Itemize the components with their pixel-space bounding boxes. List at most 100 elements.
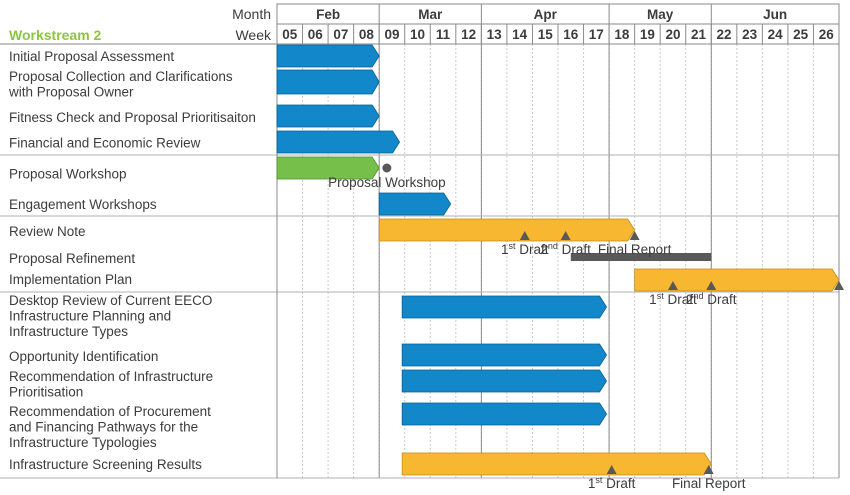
task-label-line: Engagement Workshops (9, 197, 157, 212)
task-label-line: Implementation Plan (9, 272, 132, 287)
month-label: Apr (534, 7, 558, 22)
milestone-label: Final Report (598, 242, 672, 257)
week-label: 14 (512, 27, 528, 42)
milestone-label: Final Report (672, 476, 746, 491)
workstream-title: Workstream 2 (9, 27, 102, 43)
week-label: 24 (768, 27, 784, 42)
week-label: 20 (665, 27, 680, 42)
week-label: 16 (563, 27, 579, 42)
week-label: 12 (461, 27, 476, 42)
milestone-label-sup: st (595, 475, 603, 485)
task-bar (276, 44, 380, 68)
week-label: 22 (717, 27, 732, 42)
task-label-line: Opportunity Identification (9, 349, 158, 364)
week-label: 17 (589, 27, 604, 42)
week-label: 07 (333, 27, 348, 42)
task-bar (378, 218, 636, 242)
task-bar (276, 104, 380, 128)
milestone-label-sup: nd (694, 291, 704, 301)
task-label: Financial and Economic Review (9, 136, 201, 151)
milestone-triangle (519, 231, 530, 240)
chart-header: Month Week Workstream 2 (9, 6, 272, 43)
task-bar (401, 343, 608, 367)
task-label: Review Note (9, 224, 86, 239)
task-label-line: Review Note (9, 224, 86, 239)
task-bar (570, 253, 712, 261)
week-label: 26 (819, 27, 835, 42)
task-label-line: Recommendation of Procurement (9, 404, 211, 419)
task-bar (401, 452, 712, 476)
milestone-label-main: 1 (649, 292, 657, 307)
milestone-label: Proposal Workshop (328, 175, 446, 190)
milestone-label: 1st Draft (501, 241, 549, 257)
milestone-label-main: 2 (686, 292, 694, 307)
task-label-line: Proposal Refinement (9, 251, 135, 266)
task-label: Fitness Check and Proposal Prioritisaito… (9, 110, 256, 125)
milestone-label-main: Final Report (672, 476, 746, 491)
milestone-triangle (606, 465, 617, 474)
task-bar (276, 156, 380, 180)
week-label: 11 (436, 27, 451, 42)
month-header-box (276, 3, 840, 25)
task-label-line: with Proposal Owner (8, 85, 134, 100)
week-label: 21 (691, 27, 707, 42)
milestone-label-main: 1 (501, 242, 509, 257)
task-bar (378, 192, 452, 216)
task-label: Proposal Workshop (9, 167, 127, 182)
month-label: May (647, 7, 674, 22)
task-bar (401, 369, 608, 393)
milestone-label-suffix: Draft (516, 242, 549, 257)
milestone-label-main: 2 (540, 242, 548, 257)
milestone-triangle (703, 465, 714, 474)
week-label: 18 (614, 27, 630, 42)
milestone-label-suffix: Draft (704, 292, 737, 307)
task-label: Proposal Collection and Clarifications wi… (8, 69, 233, 100)
task-label-line: Prioritisation (9, 385, 83, 400)
milestone-label: 1st Draft (588, 475, 636, 491)
milestone-label-sup: st (657, 291, 665, 301)
task-label: Infrastructure Screening Results (9, 457, 202, 472)
month-label: Jun (763, 7, 787, 22)
week-label: 25 (793, 27, 809, 42)
week-label: 08 (359, 27, 375, 42)
week-label: 13 (487, 27, 503, 42)
task-label: Proposal Refinement (9, 251, 135, 266)
task-label-line: Proposal Workshop (9, 167, 127, 182)
week-label: 09 (384, 27, 399, 42)
task-label: Recommendation of Infrastructure Prioriti… (9, 369, 213, 400)
task-label-line: Infrastructure Screening Results (9, 457, 202, 472)
task-bar (401, 402, 608, 426)
milestone-label: 2nd Draft (686, 291, 737, 307)
task-label-line: Infrastructure Types (9, 324, 128, 339)
task-bars (276, 44, 840, 476)
task-bar (401, 295, 608, 319)
milestone-label-suffix: Draft (558, 242, 591, 257)
week-label: 06 (308, 27, 324, 42)
task-label: Engagement Workshops (9, 197, 157, 212)
week-header-label: Week (235, 27, 272, 43)
milestone-triangle (560, 231, 571, 240)
task-label-line: Financial and Economic Review (9, 136, 201, 151)
week-label: 05 (282, 27, 298, 42)
task-bar (276, 130, 401, 154)
milestone-triangle (834, 281, 844, 290)
task-label: Implementation Plan (9, 272, 132, 287)
task-label-line: Fitness Check and Proposal Prioritisaito… (9, 110, 256, 125)
milestone-triangle (706, 281, 717, 290)
milestone-label-main: 1 (588, 476, 596, 491)
milestone-label-sup: st (509, 241, 517, 251)
task-label: Desktop Review of Current EECO Infrastruc… (9, 293, 212, 339)
task-label-line: Infrastructure Planning and (9, 309, 171, 324)
milestone-triangle (629, 231, 640, 240)
milestone-label-sup: nd (548, 241, 558, 251)
task-bar (276, 69, 380, 95)
milestone-label-suffix: Draft (664, 292, 697, 307)
task-label-line: Initial Proposal Assessment (9, 49, 174, 64)
milestone-triangle (667, 281, 678, 290)
task-bar (634, 268, 840, 292)
week-label: 23 (742, 27, 758, 42)
week-label: 19 (640, 27, 655, 42)
task-label: Opportunity Identification (9, 349, 158, 364)
